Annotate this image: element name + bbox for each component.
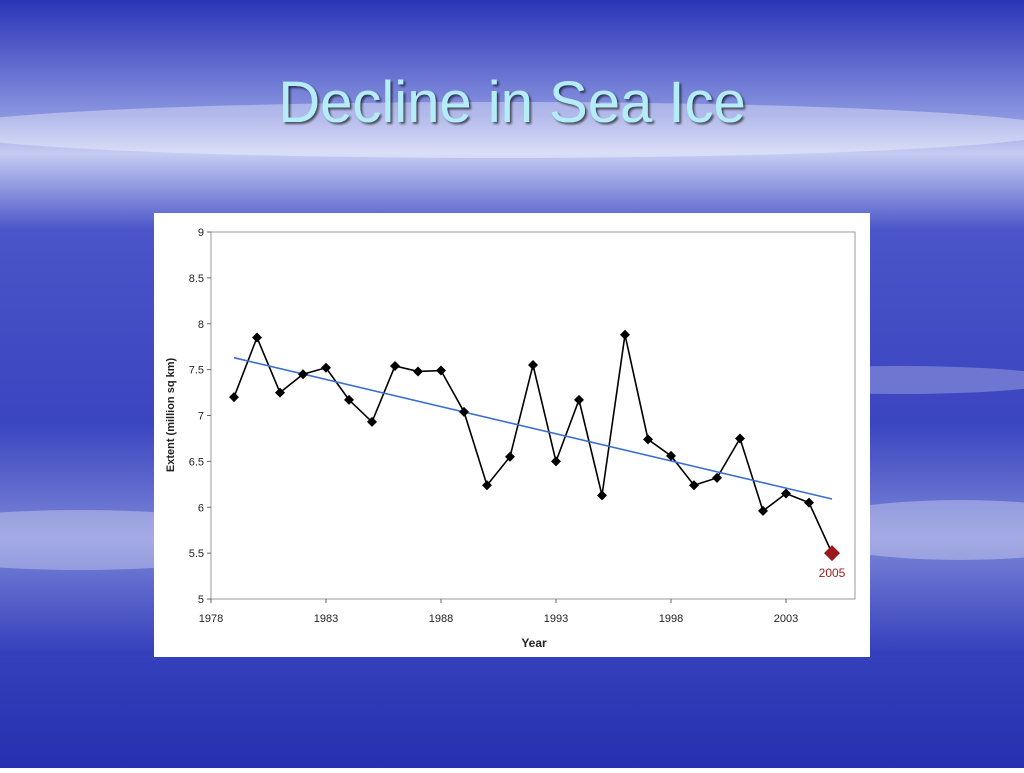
y-tick-label: 7.5 [189, 365, 204, 377]
y-tick-label: 5.5 [189, 548, 204, 560]
marker [758, 505, 768, 516]
marker [735, 433, 745, 444]
highlight-label: 2005 [819, 566, 846, 580]
marker [574, 394, 584, 405]
y-tick-label: 8.5 [189, 273, 204, 285]
highlight-marker [824, 545, 840, 562]
y-tick-label: 9 [198, 227, 204, 239]
y-tick-label: 6 [198, 502, 204, 514]
slide-title: Decline in Sea Ice [278, 70, 745, 135]
cloud-streak [0, 102, 1024, 158]
marker [666, 450, 676, 461]
y-tick-label: 7 [198, 411, 204, 423]
marker [482, 480, 492, 491]
marker [528, 360, 538, 371]
marker [643, 434, 653, 445]
marker [413, 366, 423, 377]
marker [689, 480, 699, 491]
y-tick-label: 6.5 [189, 456, 204, 468]
marker [712, 472, 722, 483]
marker [551, 456, 561, 467]
trend-line [233, 356, 833, 500]
y-tick-label: 5 [198, 594, 204, 606]
marker [344, 394, 354, 405]
marker [390, 360, 400, 371]
x-tick-label: 1978 [199, 613, 223, 625]
marker [252, 332, 262, 343]
marker [597, 490, 607, 501]
x-tick-label: 1988 [429, 613, 453, 625]
marker [781, 488, 791, 499]
x-axis-label: Year [521, 636, 547, 650]
y-axis-label: Extent (million sq km) [165, 358, 177, 473]
marker [804, 497, 814, 508]
marker [620, 329, 630, 340]
marker [275, 387, 285, 398]
marker [367, 416, 377, 427]
marker [505, 451, 515, 462]
x-tick-label: 2003 [774, 613, 798, 625]
marker [436, 365, 446, 376]
x-tick-label: 1998 [659, 613, 683, 625]
marker [459, 406, 469, 417]
x-tick-label: 1993 [544, 613, 568, 625]
marker [321, 362, 331, 373]
y-tick-label: 8 [198, 319, 204, 331]
marker [229, 392, 239, 403]
chart-panel [154, 213, 870, 657]
marker [298, 369, 308, 380]
x-tick-label: 1983 [314, 613, 338, 625]
